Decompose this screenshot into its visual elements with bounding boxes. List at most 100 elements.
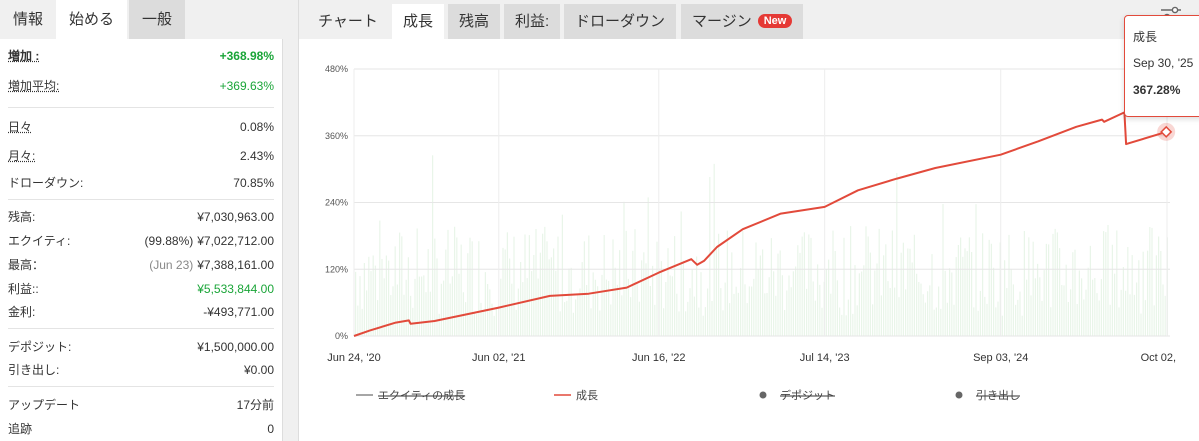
equity-bar [590,308,592,336]
equity-bar [511,283,513,336]
equity-bar [940,308,942,336]
equity-bar [900,252,902,336]
equity-bar [858,273,860,336]
equity-bar [597,286,599,336]
equity-bar [975,204,977,336]
stat-label[interactable]: 増加 : [8,49,40,63]
equity-bar [608,280,610,336]
equity-bar [1138,260,1140,336]
equity-bar [828,259,830,336]
equity-bar [542,233,544,336]
equity-bar [515,309,517,336]
stat-value: ¥0.00 [243,363,274,377]
equity-bar [766,293,768,336]
equity-bar [867,236,869,336]
tab-profit[interactable]: 利益: [504,4,561,39]
equity-bar [715,248,717,336]
tooltip-date: Sep 30, '25 [1133,56,1194,70]
stat-deposits: デポジット: ¥1,500,000.00 [8,337,274,357]
equity-bar [412,307,414,336]
equity-bar [396,284,398,336]
stat-interest: 金利: -¥493,771.00 [8,302,274,322]
equity-bar [592,272,594,336]
growth-chart[interactable]: 480% 360% 240% 120% 0% Jun 24, '20 Jun 02, '21… [298,60,1178,420]
equity-bar [366,290,368,336]
equity-bar [799,252,801,336]
equity-bar [979,290,981,336]
equity-bar [1096,293,1098,336]
stat-label[interactable]: 月々: [8,149,36,163]
stat-label[interactable]: 日々 [8,120,33,134]
stat-label: 金利: [8,305,36,319]
equity-bar [372,255,374,336]
equity-bar [865,226,867,336]
tab-drawdown[interactable]: ドローダウン [564,4,677,39]
equity-bar [1072,252,1074,336]
equity-bar [1059,248,1061,336]
equity-bar [443,280,445,336]
tab-info[interactable]: 情報 [13,11,44,28]
equity-bar [489,289,491,336]
equity-bar [403,294,405,336]
equity-bar [918,282,920,336]
tab-margin[interactable]: マージン New [681,4,804,39]
legend-label: 成長 [576,389,598,402]
equity-bar [856,305,858,336]
tab-general[interactable]: 一般 [129,0,186,39]
equity-bar [1052,233,1054,336]
equity-bar [768,277,770,336]
chart-panel: チャート 成長 残高 利益: ドローダウン マージン New [298,0,1199,441]
equity-bar [368,256,370,336]
equity-bar [773,271,775,336]
equity-bar [751,286,753,336]
equity-bar [781,275,783,336]
stat-label: 引き出し: [8,363,60,377]
equity-bar [537,278,539,336]
equity-bar [770,238,772,336]
stat-label[interactable]: 増加平均: [8,79,60,93]
equity-bar [731,252,733,336]
equity-bar [491,303,493,336]
tab-chart[interactable]: チャート [318,13,378,30]
stat-label: 利益:: [8,282,39,296]
equity-bar [456,237,458,336]
equity-bar [988,239,990,336]
tab-start[interactable]: 始める [56,0,128,39]
legend-label: デポジット [780,388,835,402]
equity-bar [663,308,665,336]
equity-bar [907,248,909,336]
equity-bar [847,299,849,336]
equity-bar [724,282,726,336]
equity-bar [1030,295,1032,336]
stats-panel: 情報 始める 一般 増加 : +368.98% 増加平均: +369.63% 日… [0,0,283,441]
stat-prefix: (99.88%) [144,234,194,248]
equity-bar [911,262,913,336]
equity-bar [674,236,676,336]
stat-value: (Jun 23) ¥7,388,161.00 [149,255,274,275]
equity-bar [964,248,966,336]
tab-balance[interactable]: 残高 [448,4,501,39]
stat-updated: アップデート 17分前 [8,395,274,415]
equity-bar [852,313,854,336]
equity-bar [1050,307,1052,336]
equity-bar [405,279,407,336]
equity-bar [1136,282,1138,336]
equity-bar [1089,245,1091,336]
equity-bar [645,263,647,336]
equity-bar [700,272,702,336]
stat-value: -¥493,771.00 [203,305,274,319]
equity-bar [735,286,737,336]
equity-bar [720,288,722,336]
equity-bar [874,270,876,336]
equity-bar [392,286,394,336]
equity-bar [821,307,823,336]
equity-bar [808,234,810,336]
equity-bar [619,250,621,336]
tab-growth[interactable]: 成長 [392,4,445,39]
equity-bar [407,257,409,336]
equity-bar [709,177,711,336]
tab-margin-label: マージン [692,13,752,30]
stat-value: ¥5,533,844.00 [197,282,274,296]
equity-bar [691,269,693,336]
equity-bar [401,236,403,336]
